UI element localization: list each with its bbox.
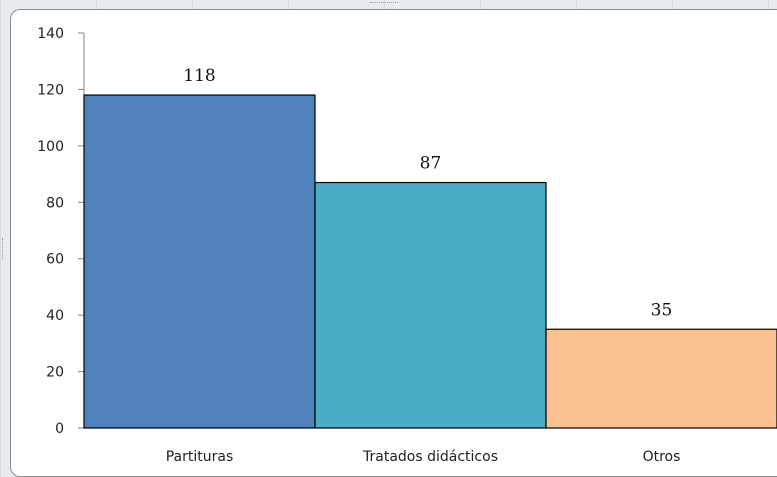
y-tick-label: 120 — [37, 82, 64, 98]
data-label: 35 — [651, 300, 673, 320]
resize-handle-top[interactable] — [370, 2, 398, 7]
data-label: 118 — [183, 66, 215, 86]
bars — [83, 94, 777, 429]
y-tick-label: 0 — [55, 421, 64, 437]
y-tick-label: 60 — [46, 252, 64, 268]
category-label: Tratados didácticos — [362, 449, 498, 465]
y-tick-label: 20 — [46, 365, 64, 381]
category-label: Partituras — [166, 449, 234, 465]
resize-handle-left[interactable] — [2, 238, 7, 260]
category-labels: Partituras Tratados didácticos Otros — [166, 449, 681, 465]
category-label: Otros — [643, 449, 681, 465]
y-tick-label: 100 — [37, 139, 64, 155]
bar[interactable] — [83, 94, 316, 429]
bar[interactable] — [545, 328, 777, 429]
data-label: 87 — [420, 154, 442, 174]
y-tick-label: 140 — [37, 26, 64, 42]
bar[interactable] — [314, 181, 547, 429]
data-labels: 118 87 35 — [183, 66, 672, 320]
y-tick-label: 40 — [46, 308, 64, 324]
y-tick-label: 80 — [46, 195, 64, 211]
